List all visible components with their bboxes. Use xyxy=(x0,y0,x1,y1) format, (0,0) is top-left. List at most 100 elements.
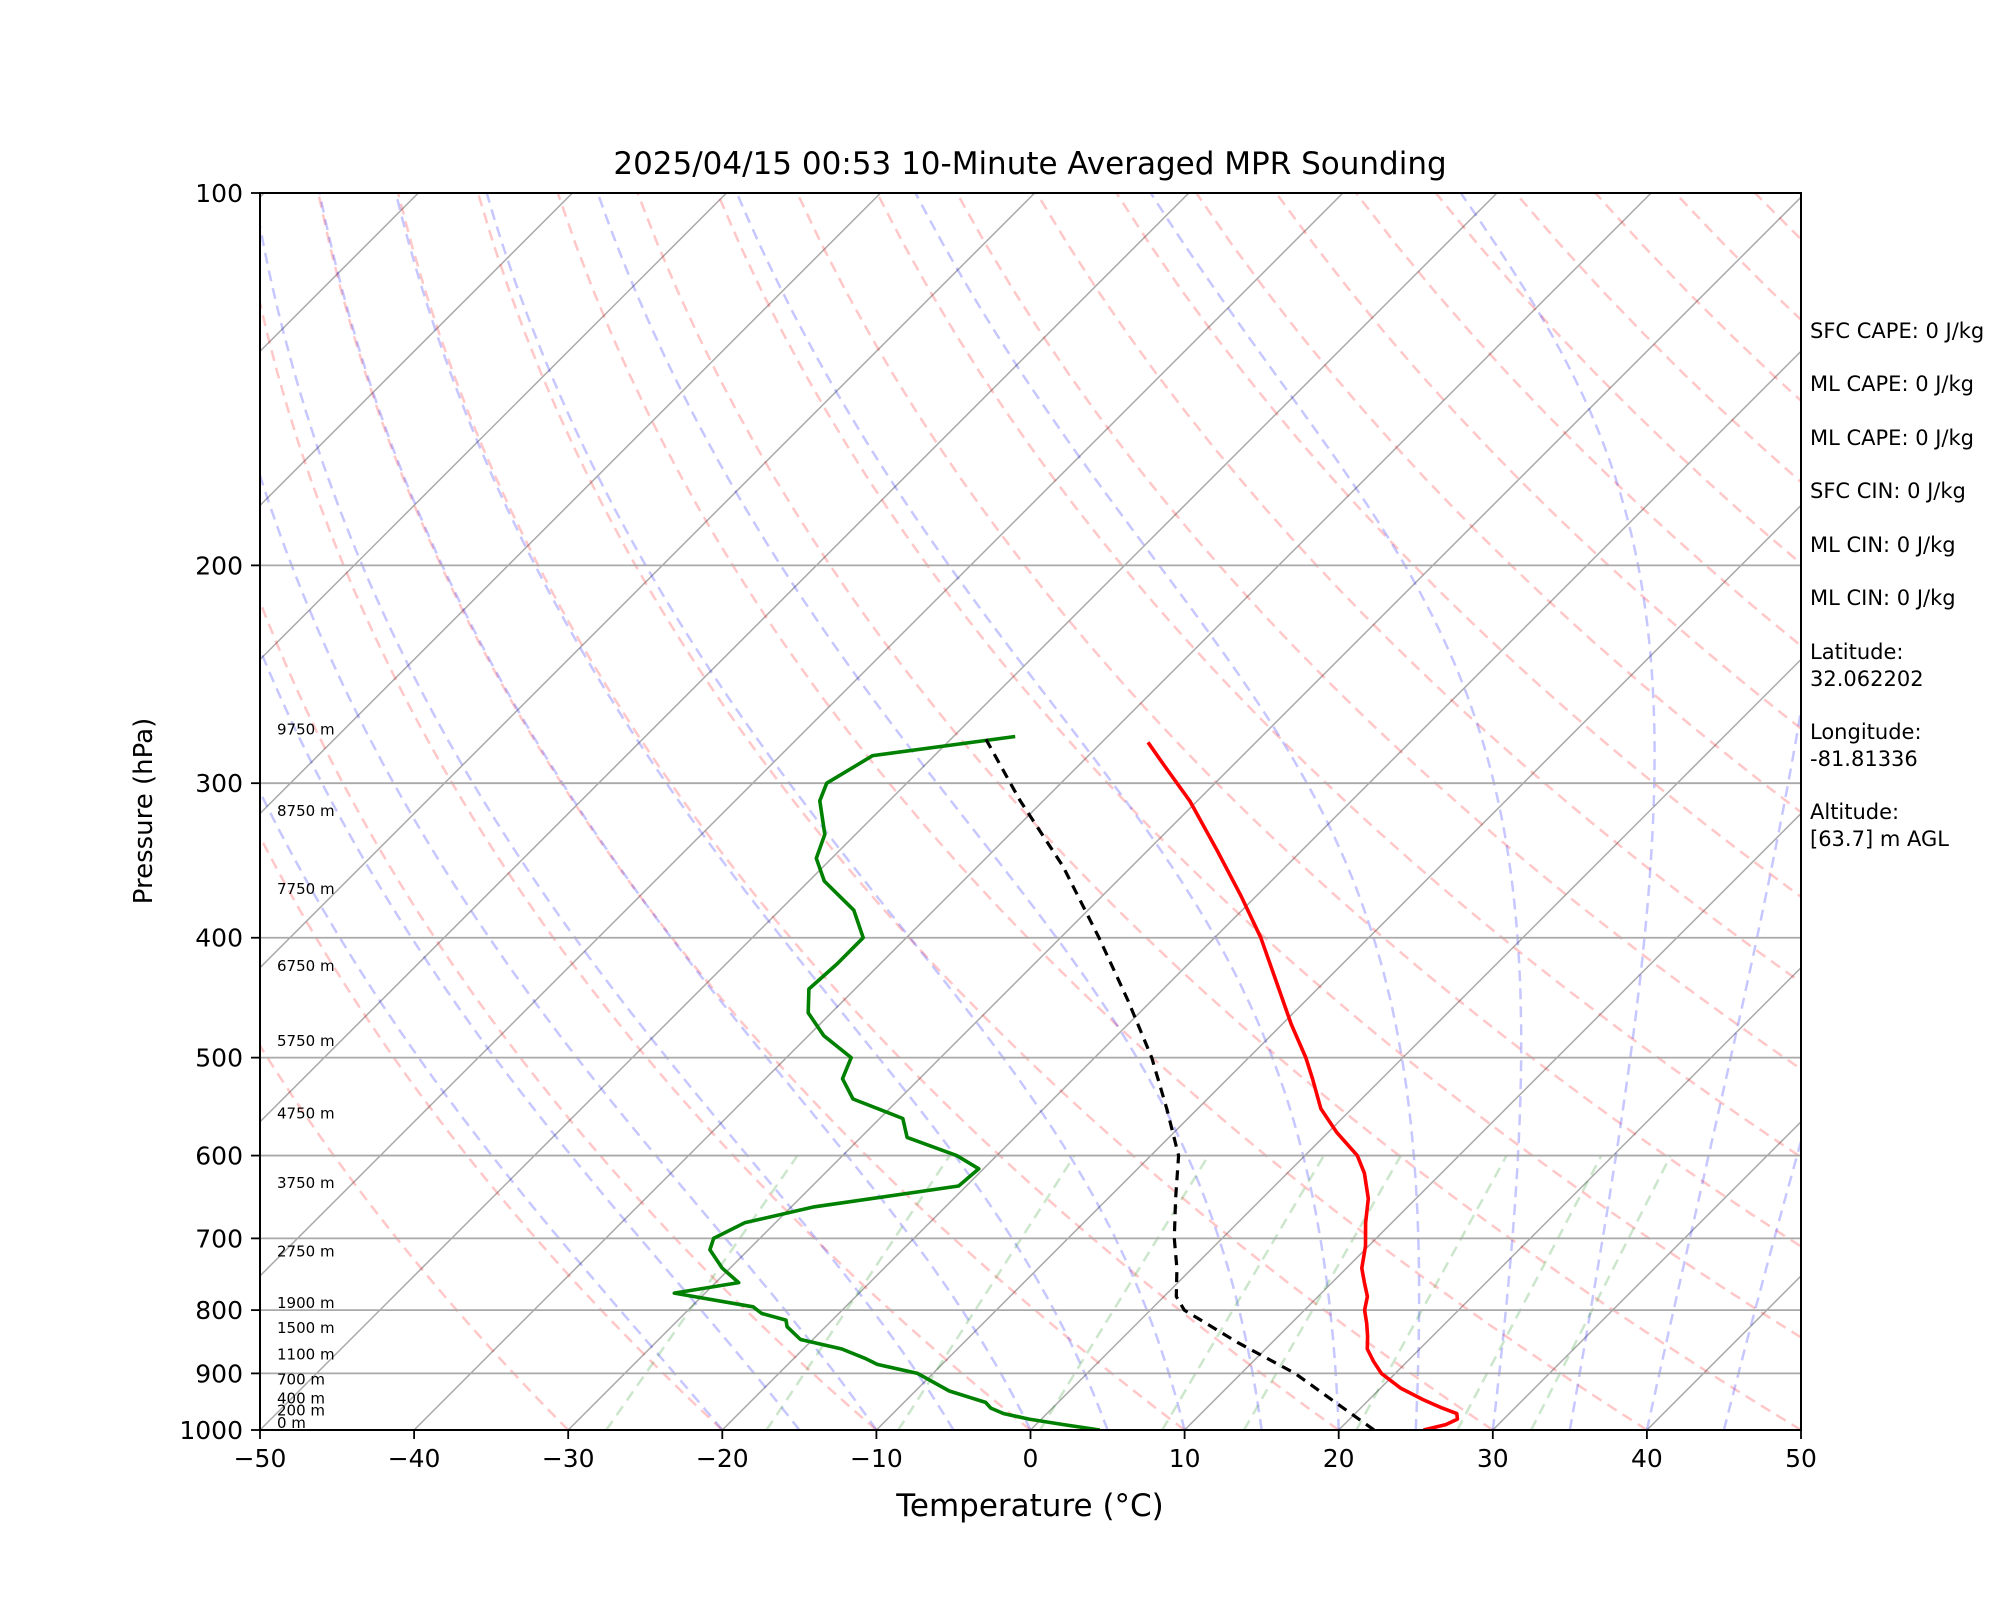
isotherm-line xyxy=(875,504,1801,1430)
dry-adiabat-line xyxy=(317,193,1186,1430)
isotherm-line xyxy=(260,193,573,507)
height-label: 7750 m xyxy=(277,880,335,898)
x-tick-label: 30 xyxy=(1477,1444,1509,1473)
moist-adiabat-line xyxy=(596,193,1263,1430)
latitude-block: Latitude: 32.062202 xyxy=(1810,639,1924,693)
height-label: 6750 m xyxy=(277,957,335,975)
height-label: 3750 m xyxy=(277,1174,335,1192)
x-tick-label: −20 xyxy=(696,1444,749,1473)
moist-adiabat-line xyxy=(485,193,1186,1430)
y-tick-label: 1000 xyxy=(179,1416,243,1445)
isotherm-line xyxy=(1338,966,1801,1430)
dry-adiabat-line xyxy=(396,193,1340,1430)
isotherm-line xyxy=(260,193,1344,1277)
dry-adiabat-line xyxy=(260,297,1032,1430)
height-label: 4750 m xyxy=(277,1104,335,1122)
moist-adiabat-line xyxy=(735,193,1340,1430)
isotherm-line xyxy=(1492,1120,1801,1430)
y-tick-label: 100 xyxy=(195,179,243,208)
altitude-value: [63.7] m AGL xyxy=(1810,827,1949,851)
moist-adiabat-line xyxy=(260,219,955,1430)
isotherm-line xyxy=(567,196,1801,1430)
y-tick-label: 800 xyxy=(195,1296,243,1325)
dry-adiabat-line xyxy=(260,833,724,1430)
sfc-cape-stat: SFC CAPE: 0 J/kg xyxy=(1810,319,1985,343)
height-label: 1100 m xyxy=(277,1345,335,1363)
latitude-value: 32.062202 xyxy=(1810,667,1924,691)
plot-frame xyxy=(259,192,1802,1431)
mixing-ratio-line xyxy=(1038,1154,1210,1430)
y-tick-label: 700 xyxy=(195,1224,243,1253)
height-label: 700 m xyxy=(277,1370,325,1388)
moist-adiabat-line xyxy=(1459,193,1656,1430)
dry-adiabat-line xyxy=(796,193,1801,1248)
longitude-block: Longitude: -81.81336 xyxy=(1810,719,1922,773)
moist-adiabat-line xyxy=(260,646,801,1430)
height-label: 1900 m xyxy=(277,1294,335,1312)
isotherm-line xyxy=(0,193,110,1430)
isotherm-line xyxy=(1184,812,1801,1430)
altitude-label: Altitude: xyxy=(1810,800,1900,824)
moist-adiabat-line xyxy=(1645,193,1801,1430)
parcel-profile-line xyxy=(983,735,1376,1430)
height-label: 0 m xyxy=(277,1414,306,1432)
longitude-label: Longitude: xyxy=(1810,720,1922,744)
dry-adiabat-line xyxy=(1195,193,1801,814)
height-label: 1500 m xyxy=(277,1319,335,1337)
y-tick-label: 400 xyxy=(195,924,243,953)
isotherm-line xyxy=(260,193,1498,1430)
x-tick-label: 50 xyxy=(1785,1444,1817,1473)
x-tick-label: 20 xyxy=(1323,1444,1355,1473)
dry-adiabat-line xyxy=(716,193,1801,1339)
isotherm-line xyxy=(413,193,1652,1430)
moist-adiabat-line xyxy=(914,193,1421,1430)
height-label: 2750 m xyxy=(277,1243,335,1261)
height-label: 9750 m xyxy=(277,720,335,738)
x-tick-label: −40 xyxy=(388,1444,441,1473)
moist-adiabat-line xyxy=(318,193,1032,1430)
y-tick-label: 600 xyxy=(195,1142,243,1171)
moist-adiabat-line xyxy=(394,193,1109,1430)
dry-adiabat-line xyxy=(636,193,1801,1430)
height-label: 400 m xyxy=(277,1389,325,1407)
x-tick-label: −30 xyxy=(542,1444,595,1473)
mixing-ratio-line xyxy=(897,1154,1076,1430)
isotherm-line xyxy=(260,193,728,661)
y-tick-label: 300 xyxy=(195,769,243,798)
y-tick-label: 900 xyxy=(195,1359,243,1388)
moist-adiabat-line xyxy=(1722,1136,1801,1430)
x-tick-label: 0 xyxy=(1023,1444,1039,1473)
height-label: 5750 m xyxy=(277,1032,335,1050)
y-tick-label: 500 xyxy=(195,1044,243,1073)
y-axis-label: Pressure (hPa) xyxy=(129,718,159,905)
isotherm-line xyxy=(260,193,1190,1123)
dry-adiabat-line xyxy=(875,193,1801,1159)
height-label: 200 m xyxy=(277,1401,325,1419)
latitude-label: Latitude: xyxy=(1810,640,1904,664)
isotherm-line xyxy=(721,350,1801,1430)
chart-title: 2025/04/15 00:53 10-Minute Averaged MPR … xyxy=(613,146,1446,182)
height-label: 8750 m xyxy=(277,802,335,820)
ml-cape-stat: ML CAPE: 0 J/kg xyxy=(1810,372,1975,396)
moist-adiabat-line xyxy=(260,789,724,1430)
ml-cin-stat: ML CIN: 0 J/kg xyxy=(1810,533,1956,557)
x-tick-label: −10 xyxy=(850,1444,903,1473)
isotherm-line xyxy=(260,193,882,815)
ml-cape-stat-2: ML CAPE: 0 J/kg xyxy=(1810,426,1975,450)
mixing-ratio-line xyxy=(605,1154,799,1430)
dry-adiabat-line xyxy=(556,193,1648,1430)
dry-adiabat-line xyxy=(260,1043,570,1430)
longitude-value: -81.81336 xyxy=(1810,747,1918,771)
altitude-block: Altitude: [63.7] m AGL xyxy=(1810,799,1949,853)
mixing-ratio-line xyxy=(1456,1154,1603,1430)
x-tick-label: 10 xyxy=(1169,1444,1201,1473)
isotherm-line xyxy=(1029,658,1801,1430)
x-tick-label: 40 xyxy=(1631,1444,1663,1473)
isotherm-line xyxy=(260,193,1036,969)
x-tick-label: −50 xyxy=(234,1444,287,1473)
mixing-ratio-line xyxy=(765,1154,951,1430)
dry-adiabat-line xyxy=(260,598,878,1430)
dewpoint-line xyxy=(672,734,1101,1430)
dry-adiabat-line xyxy=(1115,193,1801,899)
